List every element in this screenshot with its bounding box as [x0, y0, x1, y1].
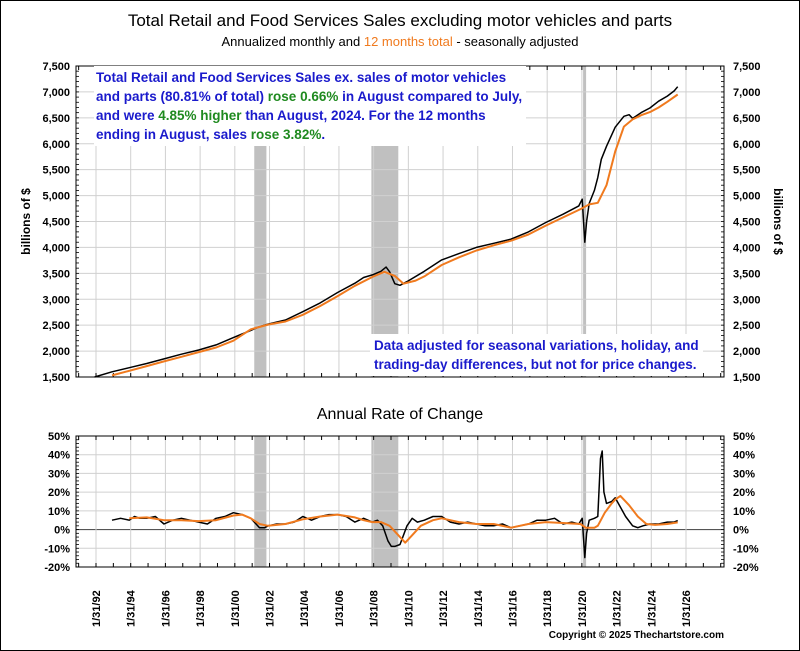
y-tick-label-right: 2,500 [733, 320, 761, 332]
ann-12m-change: rose 3.82% [250, 127, 322, 142]
y-tick-label-right: 6,500 [733, 113, 761, 125]
y-tick-label-left: 20% [48, 487, 70, 499]
chart-subtitle: Annualized monthly and 12 months total -… [0, 34, 800, 49]
ann-yoy-change: 4.85% higher [158, 108, 242, 123]
x-tick-label: 1/31/96 [160, 590, 172, 627]
copyright: Copyright © 2025 Thechartstore.com [548, 630, 724, 641]
monthly-series-line [94, 86, 679, 378]
x-tick-label: 1/31/98 [195, 590, 207, 627]
ann-text: . [321, 127, 326, 142]
annotation-line-1: Total Retail and Food Services Sales ex.… [96, 70, 507, 85]
x-tick-label: 1/31/08 [369, 590, 381, 627]
x-tick-label: 1/31/10 [403, 590, 415, 627]
y-tick-label-right: 3,000 [733, 294, 761, 306]
recession-band [371, 436, 399, 567]
y-tick-label-left: 4,000 [42, 242, 70, 254]
y-tick-label-right: 30% [733, 468, 755, 480]
y-tick-label-right: 40% [733, 450, 755, 462]
annotation-line-4: ending in August, sales rose 3.82%. [96, 125, 522, 144]
rate-of-change-title: Annual Rate of Change [316, 406, 484, 423]
level-chart: 1,500 1,500 2,000 2,000 2,500 2,500 3,000 3,000… [19, 61, 785, 384]
ann-text: and parts (80.81% of total) [96, 89, 268, 104]
subtitle-pre: Annualized monthly and [221, 34, 364, 49]
annotation-line-3: and were 4.85% higher than August, 2024.… [96, 106, 522, 125]
ann-text: than August, 2024. For the 12 months [241, 108, 486, 123]
y-tick-label-left: 3,000 [42, 294, 70, 306]
rate-plot-frame [75, 435, 725, 568]
x-tick-label: 1/31/22 [612, 590, 624, 627]
y-axis-title-left: billions of $ [19, 188, 33, 255]
y-tick-label-left: 2,000 [42, 346, 70, 358]
y-tick-label-left: 6,000 [42, 139, 70, 151]
y-tick-label-left: 50% [48, 431, 70, 443]
y-tick-label-left: 5,500 [42, 165, 70, 177]
y-tick-label-right: 6,000 [733, 139, 761, 151]
twelve-month-series-line [111, 93, 679, 377]
x-tick-label: 1/31/20 [577, 590, 589, 627]
y-tick-label-left: 7,500 [42, 61, 70, 73]
y-tick-label-left: 2,500 [42, 320, 70, 332]
y-tick-label-right: -10% [733, 543, 759, 555]
recession-band [583, 436, 587, 567]
y-tick-label-left: 7,000 [42, 87, 70, 99]
y-tick-label-right: 7,000 [733, 87, 761, 99]
y-tick-label-right: 5,500 [733, 165, 761, 177]
ann-text: in August compared to July, [338, 89, 523, 104]
note-line-2: trading-day differences, but not for pri… [374, 357, 697, 372]
x-tick-label: 1/31/14 [473, 589, 485, 627]
note-line-1: Data adjusted for seasonal variations, h… [374, 338, 699, 353]
recession-band [254, 436, 267, 567]
y-tick-label-right: 4,000 [733, 242, 761, 254]
ann-monthly-change: rose 0.66% [267, 89, 339, 104]
y-tick-label-left: 0% [54, 525, 70, 537]
ann-text: ending in August, sales [96, 127, 251, 142]
x-tick-label: 1/31/04 [299, 589, 311, 627]
y-tick-label-left: 40% [48, 450, 70, 462]
y-tick-label-right: 2,000 [733, 346, 761, 358]
x-tick-label: 1/31/94 [126, 589, 138, 627]
annotation-summary: Total Retail and Food Services Sales ex.… [94, 66, 527, 146]
y-tick-label-right: 0% [733, 525, 749, 537]
y-tick-label-right: 1,500 [733, 372, 761, 384]
annotation-line-2: and parts (80.81% of total) rose 0.66% i… [96, 87, 522, 106]
y-tick-label-left: 6,500 [42, 113, 70, 125]
y-tick-label-right: -20% [733, 562, 759, 574]
y-tick-label-left: 4,500 [42, 217, 70, 229]
subtitle-12-month-total: 12 months total [363, 34, 453, 49]
x-tick-label: 1/31/16 [507, 590, 519, 627]
x-tick-label: 1/31/24 [646, 589, 658, 627]
y-tick-label-left: 5,000 [42, 191, 70, 203]
rate-chart: -20% -20% -10% -10% 0% 0% 10% 10% 20% 20% 30% 30% 40… [44, 431, 759, 627]
y-tick-label-right: 50% [733, 431, 755, 443]
y-tick-label-right: 20% [733, 487, 755, 499]
y-tick-label-left: 1,500 [42, 372, 70, 384]
ann-text: and were [96, 108, 159, 123]
subtitle-post: - seasonally adjusted [452, 34, 579, 49]
y-axis-title-right: billions of $ [771, 188, 785, 255]
x-tick-label: 1/31/92 [91, 590, 103, 627]
x-tick-label: 1/31/00 [230, 590, 242, 627]
y-tick-label-left: -20% [44, 562, 70, 574]
y-tick-label-right: 3,500 [733, 268, 761, 280]
x-tick-label: 1/31/12 [438, 590, 450, 627]
chart-title: Total Retail and Food Services Sales exc… [127, 11, 673, 30]
y-tick-label-right: 5,000 [733, 191, 761, 203]
y-tick-label-left: -10% [44, 543, 70, 555]
annotation-adjustment-note: Data adjusted for seasonal variations, h… [370, 334, 703, 376]
x-tick-label: 1/31/02 [265, 590, 277, 627]
y-tick-label-right: 4,500 [733, 217, 761, 229]
x-tick-label: 1/31/18 [542, 590, 554, 627]
y-tick-label-right: 7,500 [733, 61, 761, 73]
monthly-series-line [111, 450, 679, 559]
y-tick-label-left: 3,500 [42, 268, 70, 280]
y-tick-label-right: 10% [733, 506, 755, 518]
y-tick-label-left: 10% [48, 506, 70, 518]
twelve-month-series-line [129, 494, 678, 544]
y-tick-label-left: 30% [48, 468, 70, 480]
x-tick-label: 1/31/06 [334, 590, 346, 627]
x-tick-label: 1/31/26 [681, 590, 693, 627]
